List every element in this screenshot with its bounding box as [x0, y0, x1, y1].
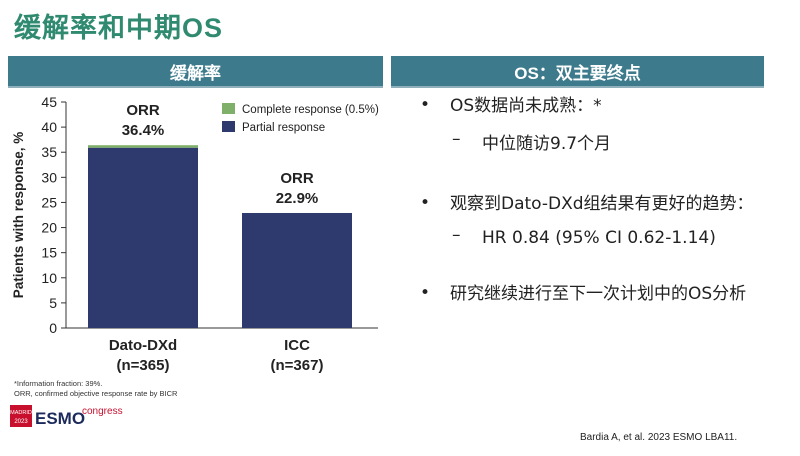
- y-tick-label: 20: [41, 220, 57, 236]
- legend-swatch-complete: [222, 103, 235, 114]
- bullet-dot-1: •: [420, 95, 431, 115]
- left-section-header: 缓解率: [8, 56, 383, 86]
- slide-title: 缓解率和中期OS: [14, 13, 224, 43]
- x-category-label: ICC: [284, 337, 310, 354]
- legend-label-complete: Complete response (0.5%): [242, 104, 379, 116]
- logo-word: congress: [82, 406, 123, 417]
- left-header-underline: [8, 86, 383, 88]
- logo-year: 2023: [14, 419, 28, 425]
- bar-label-orr: ORR: [126, 102, 160, 119]
- dash-1: –: [452, 129, 461, 149]
- y-tick-label: 5: [49, 295, 57, 311]
- dash-2: –: [452, 225, 461, 245]
- reference-citation: Bardia A, et al. 2023 ESMO LBA11.: [580, 432, 738, 443]
- y-tick-label: 10: [41, 270, 57, 286]
- legend-label-partial: Partial response: [242, 122, 325, 134]
- footnote-orr-definition: ORR, confirmed objective response rate b…: [14, 389, 178, 398]
- bullet-hazard-ratio: HR 0.84 (95% CI 0.62-1.14): [482, 228, 716, 248]
- bar-icc-partial: [242, 212, 352, 328]
- y-tick-label: 45: [41, 94, 57, 110]
- response-chart: 0 5 10 15 20 25 30 35 40 45 Patients with response…: [11, 94, 379, 374]
- x-category-n: (n=367): [271, 357, 324, 374]
- y-axis-label: Patients with response, %: [11, 132, 26, 299]
- footnote-information-fraction: *Information fraction: 39%.: [14, 379, 103, 388]
- x-category-n: (n=365): [117, 357, 170, 374]
- right-section-header: OS：双主要终点: [391, 56, 764, 86]
- bar-label-value: 22.9%: [276, 190, 319, 207]
- bullet-dot-2: •: [420, 193, 431, 213]
- right-header-underline: [391, 86, 764, 88]
- esmo-congress-logo: MADRID 2023 ESMO congress: [10, 405, 123, 427]
- y-tick-label: 25: [41, 194, 57, 210]
- x-category-label: Dato-DXd: [109, 337, 177, 354]
- bullet-dot-3: •: [420, 283, 431, 303]
- y-tick-label: 35: [41, 144, 57, 160]
- bullet-next-analysis: 研究继续进行至下一次计划中的OS分析: [450, 284, 747, 304]
- bar-dato-dxd-partial: [88, 147, 198, 328]
- bar-dato-dxd-complete: [88, 145, 198, 148]
- bullet-trend: 观察到Dato-DXd组结果有更好的趋势：: [450, 194, 754, 214]
- logo-city: MADRID: [10, 410, 32, 416]
- bullet-os-immature: OS数据尚未成熟：*: [450, 96, 602, 116]
- bar-label-orr: ORR: [280, 170, 314, 187]
- bullet-median-followup: 中位随访9.7个月: [482, 134, 612, 154]
- y-tick-label: 0: [49, 320, 57, 336]
- legend-swatch-partial: [222, 121, 235, 132]
- logo-red-block: [10, 405, 32, 427]
- y-tick-label: 30: [41, 169, 57, 185]
- y-tick-label: 15: [41, 245, 57, 261]
- bar-label-value: 36.4%: [122, 122, 165, 139]
- logo-name: ESMO: [35, 409, 85, 427]
- y-tick-label: 40: [41, 119, 57, 135]
